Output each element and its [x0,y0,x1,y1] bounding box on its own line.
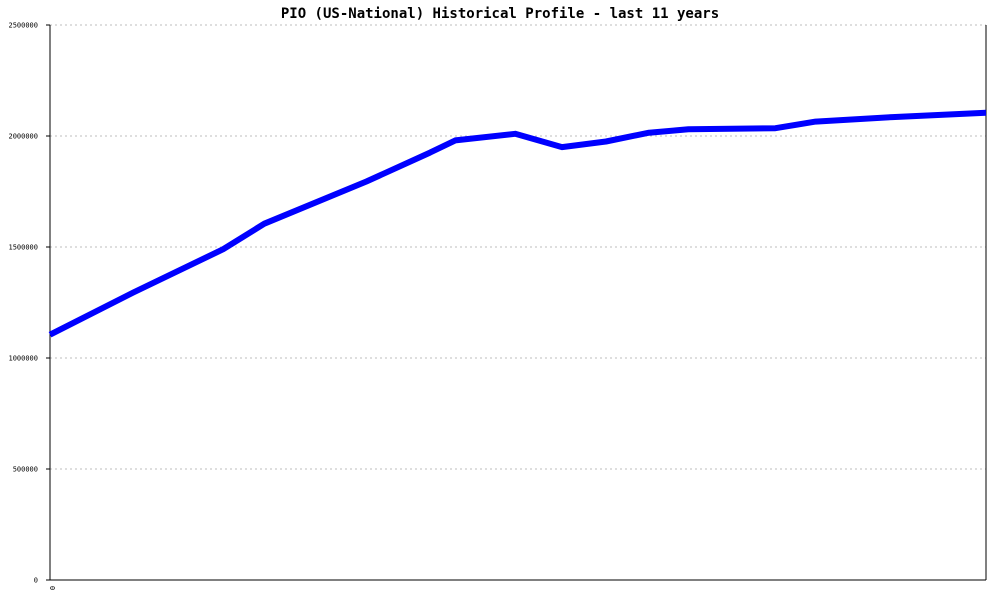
y-tick-label-1: 500000 [13,466,38,474]
y-tick-label-5: 2500000 [8,22,38,30]
x-axis-tick-labels: 0 [48,586,56,590]
x-tick-label-0: 0 [48,586,56,590]
series-layer [48,109,987,338]
series-line-0 [48,109,987,338]
y-tick-label-3: 1500000 [8,244,38,252]
y-tick-label-4: 2000000 [8,133,38,141]
chart-title: PIO (US-National) Historical Profile - l… [281,6,719,22]
y-tick-label-0: 0 [34,577,38,585]
y-tick-label-2: 1000000 [8,355,38,363]
axes [46,24,987,581]
y-axis-tick-labels: 0 500000 1000000 1500000 2000000 2500000 [8,22,38,585]
gridlines [50,24,986,470]
